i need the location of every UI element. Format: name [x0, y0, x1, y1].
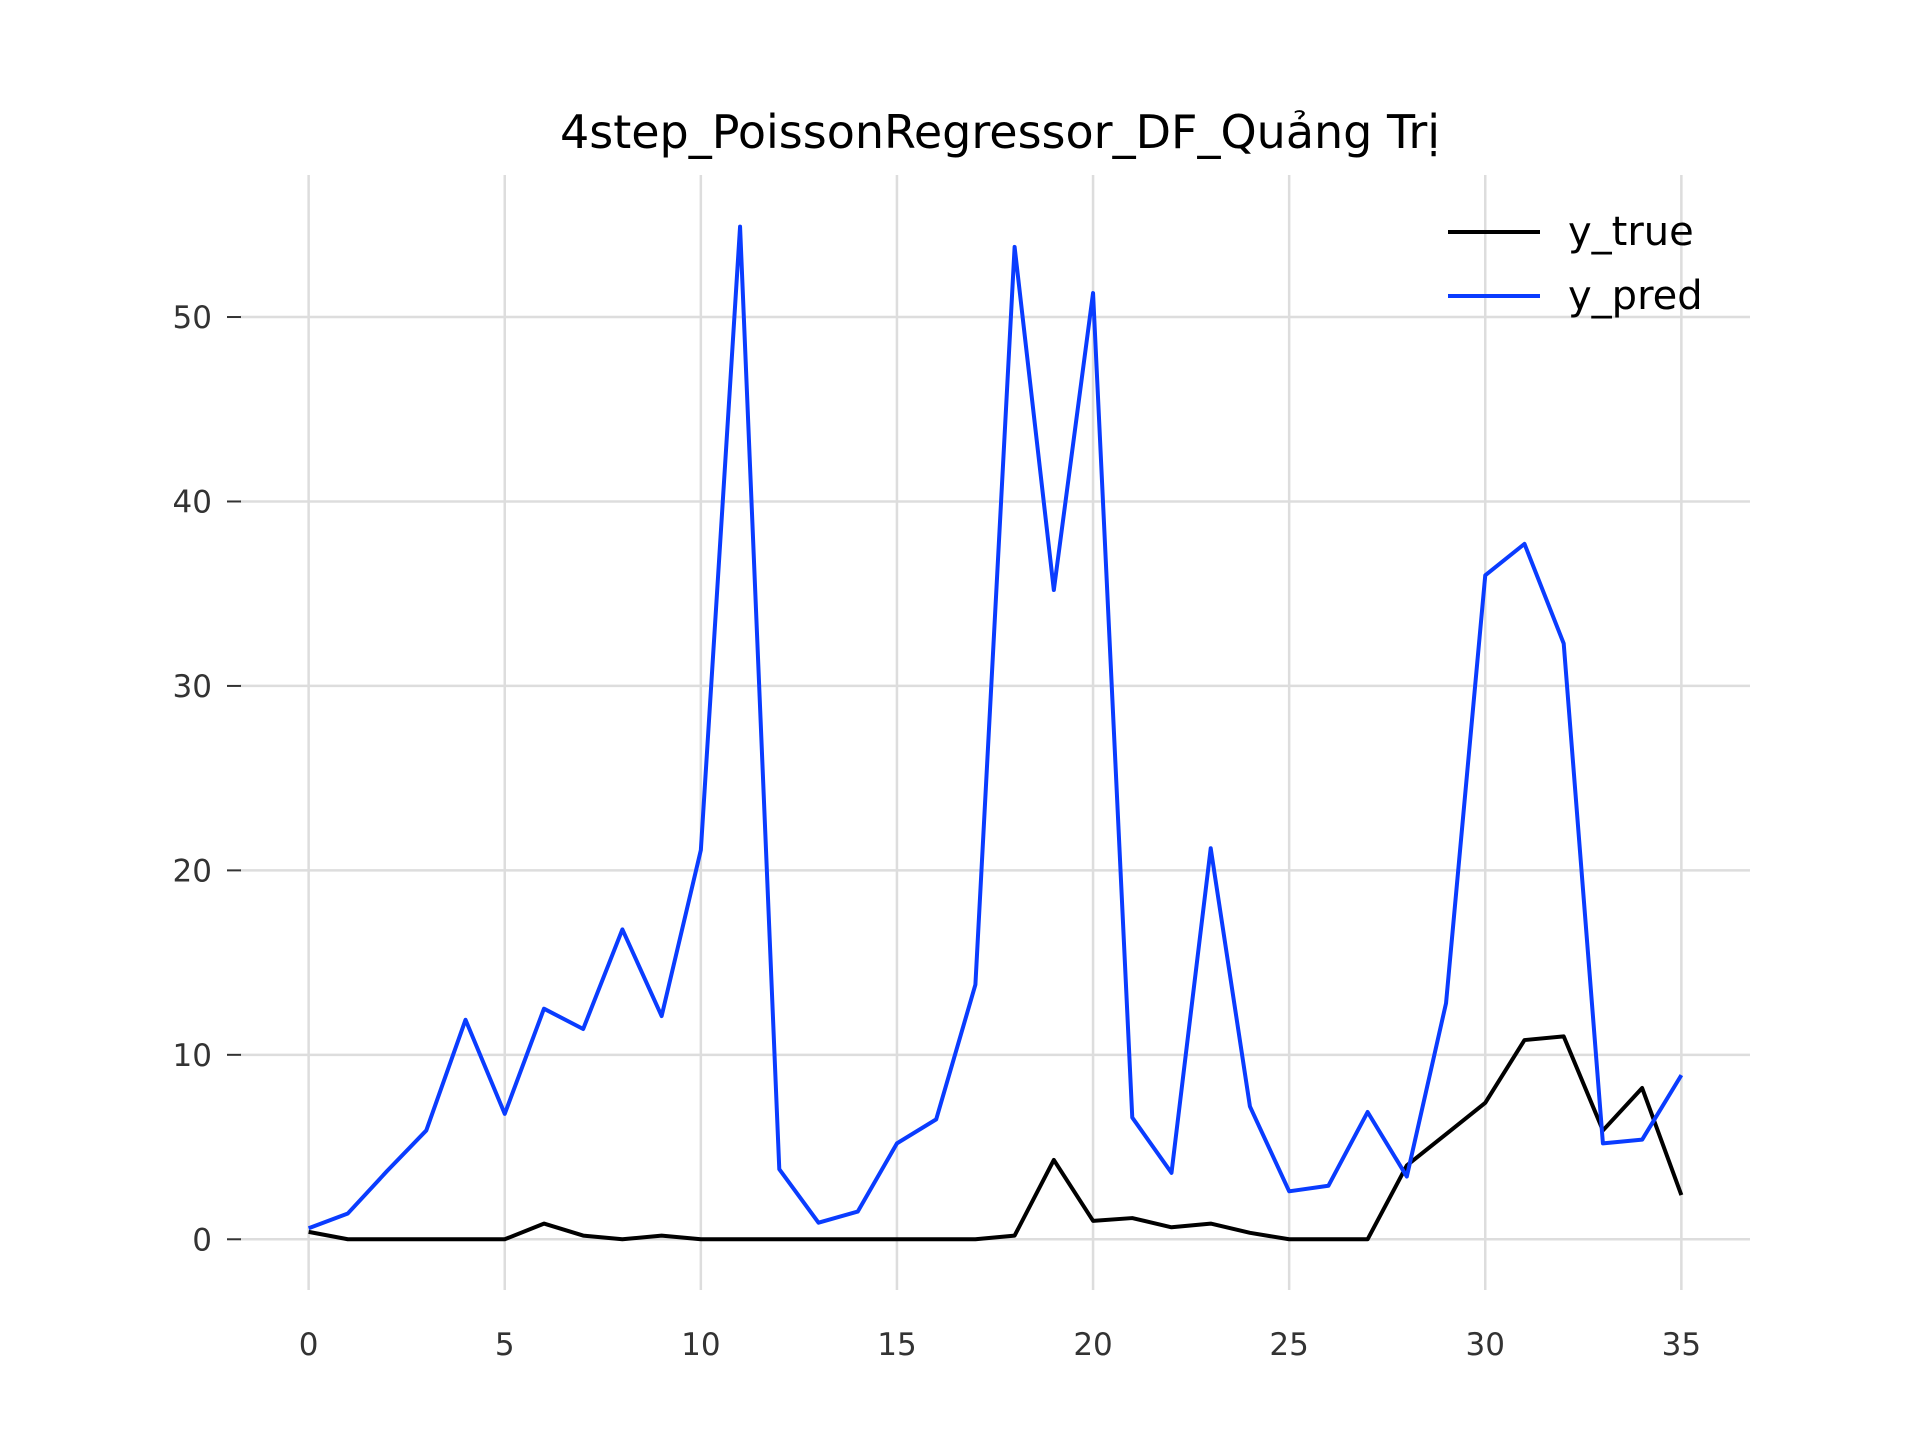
chart-title: 4step_PoissonRegressor_DF_Quảng Trị — [560, 105, 1440, 159]
y-tick-label: 50 — [173, 300, 212, 336]
series-lines — [307, 224, 1684, 1242]
x-tick-label: 20 — [1073, 1327, 1112, 1363]
y-tick-label: 0 — [192, 1222, 212, 1258]
legend-label-y-true: y_true — [1568, 209, 1694, 255]
x-tick-label: 30 — [1466, 1327, 1505, 1363]
x-tick-label: 25 — [1269, 1327, 1308, 1363]
x-tick-label: 15 — [877, 1327, 916, 1363]
y-tick-label: 20 — [173, 853, 212, 889]
legend: y_true y_pred — [1448, 209, 1703, 319]
x-tick-label: 35 — [1662, 1327, 1701, 1363]
grid — [240, 175, 1750, 1290]
series-line-y-pred — [307, 224, 1684, 1231]
series-line-y-true — [308, 1034, 1684, 1242]
legend-label-y-pred: y_pred — [1568, 273, 1703, 319]
y-tick-label: 40 — [173, 484, 212, 520]
x-tick-label: 5 — [495, 1327, 515, 1363]
y-tick-label: 10 — [173, 1038, 212, 1074]
axis-ticks: 0 5 10 15 20 25 30 35 0 10 20 30 40 50 — [173, 300, 1702, 1363]
y-tick-label: 30 — [173, 669, 212, 705]
x-tick-label: 10 — [681, 1327, 720, 1363]
x-tick-label: 0 — [299, 1327, 319, 1363]
